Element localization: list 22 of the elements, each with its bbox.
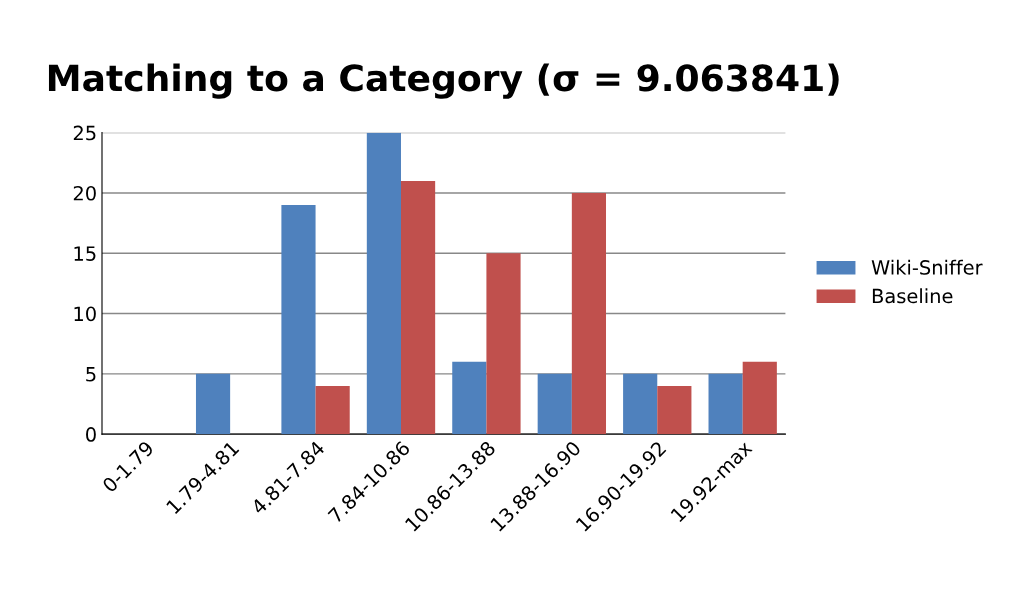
bar — [400, 180, 436, 435]
bar — [623, 373, 658, 435]
bar — [366, 132, 401, 435]
bar — [742, 361, 777, 435]
bar — [281, 205, 316, 435]
y-tick-label: 5 — [86, 367, 96, 382]
bar — [537, 373, 572, 435]
chart-title: Matching to a Category (σ = 9.063841) — [48, 63, 839, 99]
legend-label: Baseline — [872, 288, 953, 304]
bar — [195, 373, 231, 435]
y-tick-label: 0 — [86, 427, 96, 442]
bar — [315, 385, 350, 435]
bar — [708, 373, 743, 435]
y-tick-label: 20 — [73, 185, 96, 201]
y-tick-label: 15 — [74, 246, 96, 261]
y-tick-label: 25 — [73, 125, 96, 141]
bar — [452, 361, 487, 435]
bar — [486, 253, 521, 435]
bar — [571, 192, 607, 435]
legend-label: Wiki-Sniffer — [871, 259, 983, 275]
bar — [657, 385, 692, 435]
y-tick-label: 10 — [74, 306, 96, 322]
